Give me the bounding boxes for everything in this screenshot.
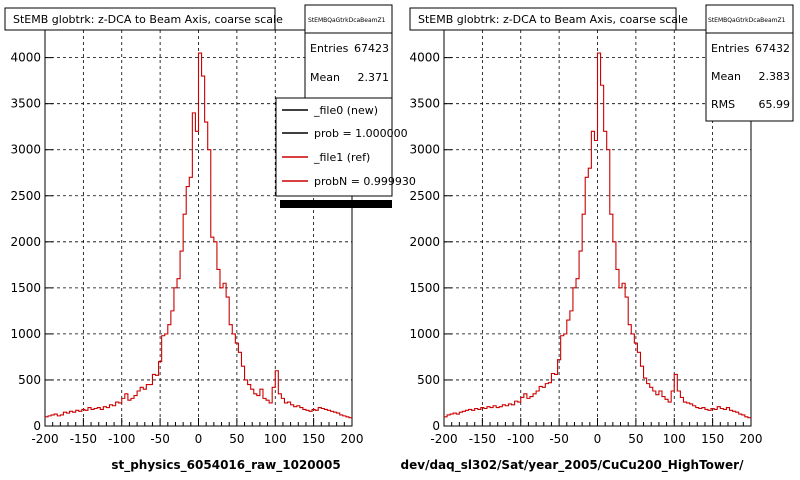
x-tick-label: -200 bbox=[31, 432, 58, 446]
y-tick-label: 1000 bbox=[10, 327, 41, 341]
y-tick-labels: 0 500 1000 1500 2000 2500 3000 3500 4000 bbox=[409, 51, 440, 433]
stats-entries-label: Entries bbox=[711, 42, 750, 55]
y-tick-label: 2500 bbox=[409, 189, 440, 203]
y-tick-label: 4000 bbox=[409, 51, 440, 65]
y-tick-label: 3000 bbox=[409, 143, 440, 157]
histogram-line bbox=[444, 52, 751, 419]
legend-shadow bbox=[280, 200, 392, 208]
y-tick-label: 3500 bbox=[10, 97, 41, 111]
histogram-series bbox=[45, 52, 352, 419]
chart-title: StEMB globtrk: z-DCA to Beam Axis, coars… bbox=[418, 13, 688, 26]
y-tick-label: 500 bbox=[18, 373, 41, 387]
legend-ref: _file1 (ref) bbox=[313, 151, 370, 164]
x-tick-labels: -200 -150 -100 -50 0 50 100 150 200 bbox=[31, 432, 363, 446]
x-tick-label: -100 bbox=[108, 432, 135, 446]
y-tick-label: 2000 bbox=[409, 235, 440, 249]
x-tick-label: -200 bbox=[430, 432, 457, 446]
title-box bbox=[409, 7, 677, 31]
stats-name: StEMBQaGtrkDcaBeamZ1 bbox=[708, 17, 786, 24]
stats-mean-value: 2.371 bbox=[358, 71, 390, 84]
grid-y bbox=[444, 57, 751, 427]
x-tick-label: -50 bbox=[150, 432, 170, 446]
x-tick-label: 100 bbox=[264, 432, 287, 446]
y-tick-label: 500 bbox=[417, 373, 440, 387]
y-tick-label: 1500 bbox=[10, 281, 41, 295]
x-tick-labels: -200 -150 -100 -50 0 50 100 150 200 bbox=[430, 432, 762, 446]
stats-rms-value: 65.99 bbox=[759, 98, 791, 111]
x-tick-label: -150 bbox=[469, 432, 496, 446]
y-tick-label: 3500 bbox=[409, 97, 440, 111]
x-axis-label: dev/daq_sl302/Sat/year_2005/CuCu200_High… bbox=[401, 458, 745, 473]
x-tick-label: 50 bbox=[229, 432, 244, 446]
y-tick-labels: 0 500 1000 1500 2000 2500 3000 3500 4000 bbox=[10, 51, 41, 433]
legend-box bbox=[275, 97, 393, 197]
grid-y bbox=[45, 57, 352, 427]
legend-new: _file0 (new) bbox=[313, 104, 378, 117]
stats-entries-value: 67423 bbox=[354, 42, 389, 55]
legend-prob: prob = 1.000000 bbox=[314, 127, 408, 140]
x-tick-label: -50 bbox=[549, 432, 569, 446]
x-tick-label: -100 bbox=[507, 432, 534, 446]
stats-rms-label: RMS bbox=[711, 98, 735, 111]
y-tick-label: 1000 bbox=[409, 327, 440, 341]
x-tick-label: 200 bbox=[341, 432, 364, 446]
title-box bbox=[4, 7, 276, 31]
y-tick-label: 0 bbox=[432, 419, 440, 433]
histogram-line bbox=[45, 52, 352, 419]
y-tick-label: 3000 bbox=[10, 143, 41, 157]
stats-entries-value: 67432 bbox=[755, 42, 790, 55]
y-tick-label: 2000 bbox=[10, 235, 41, 249]
histogram-series bbox=[444, 52, 751, 419]
y-tick-label: 1500 bbox=[409, 281, 440, 295]
x-tick-label: 50 bbox=[628, 432, 643, 446]
legend-probn: probN = 0.999930 bbox=[314, 175, 416, 188]
stats-entries-label: Entries bbox=[310, 42, 349, 55]
y-tick-label: 4000 bbox=[10, 51, 41, 65]
stats-box bbox=[705, 4, 794, 122]
x-tick-label: 150 bbox=[302, 432, 325, 446]
x-tick-label: 200 bbox=[740, 432, 763, 446]
stats-name: StEMBQaGtrkDcaBeamZ1 bbox=[308, 17, 386, 24]
y-tick-label: 0 bbox=[33, 419, 41, 433]
stats-mean-label: Mean bbox=[711, 70, 741, 83]
x-tick-label: 0 bbox=[594, 432, 602, 446]
left-panel: -200 -150 -100 -50 0 50 100 150 200 0 500 1000 1500… bbox=[4, 4, 416, 473]
x-tick-label: 100 bbox=[663, 432, 686, 446]
right-panel: -200 -150 -100 -50 0 50 100 150 200 0 500 1000 1500… bbox=[401, 4, 794, 473]
x-tick-label: 0 bbox=[195, 432, 203, 446]
y-tick-label: 2500 bbox=[10, 189, 41, 203]
chart-title: StEMB globtrk: z-DCA to Beam Axis, coars… bbox=[13, 13, 283, 26]
x-axis-label: st_physics_6054016_raw_1020005 bbox=[111, 458, 340, 473]
stats-mean-label: Mean bbox=[310, 71, 340, 84]
x-tick-label: 150 bbox=[701, 432, 724, 446]
x-tick-label: -150 bbox=[70, 432, 97, 446]
stats-mean-value: 2.383 bbox=[759, 70, 791, 83]
